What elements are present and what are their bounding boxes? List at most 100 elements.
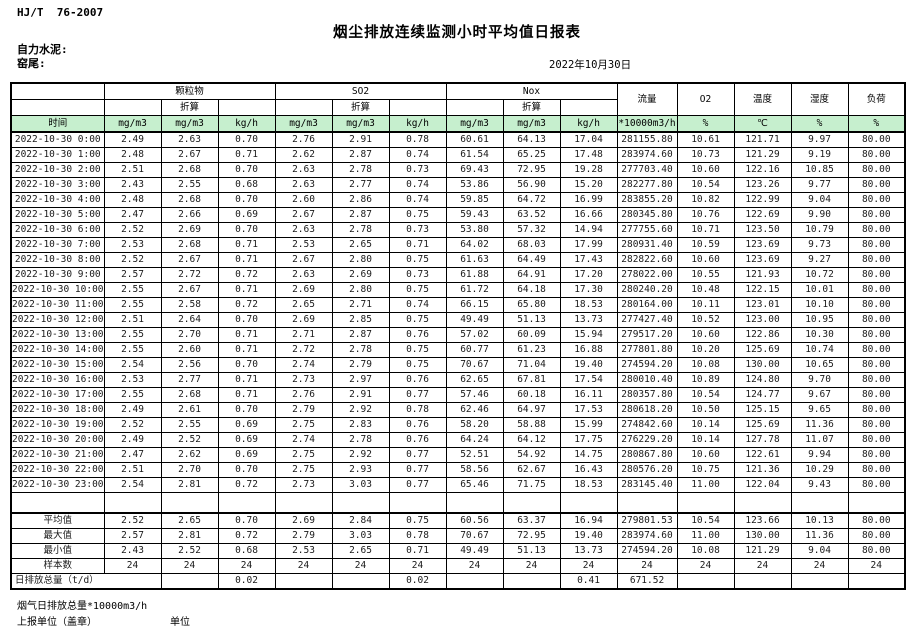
value-cell: 58.56 [445, 462, 504, 478]
value-cell: 16.88 [559, 342, 618, 358]
value-cell: 16.11 [559, 387, 618, 403]
value-cell: 24 [274, 558, 333, 574]
value-cell [790, 573, 849, 590]
value-cell [502, 573, 561, 590]
value-cell: 277801.80 [616, 342, 678, 358]
value-cell: 122.61 [733, 447, 792, 463]
value-cell: 0.78 [388, 131, 447, 148]
value-cell: 63.37 [502, 512, 561, 529]
value-cell: 123.66 [733, 512, 792, 529]
value-cell: 2.63 [160, 131, 219, 148]
time-cell: 2022-10-30 23:00 [10, 477, 105, 493]
unit-label: 单位 [170, 617, 190, 628]
unit-cell: % [790, 115, 849, 133]
time-cell: 2022-10-30 12:00 [10, 312, 105, 328]
hourly-rows: 2022-10-30 0:00 2.49 2.63 0.70 2.76 2.91 0.78 6… [10, 131, 906, 493]
value-cell: 0.71 [217, 252, 276, 268]
summary-label: 最大值 [10, 528, 105, 544]
value-cell: 10.50 [676, 402, 735, 418]
value-cell: 130.00 [733, 357, 792, 373]
table-row: 2022-10-30 18:00 2.49 2.61 0.70 2.79 2.92 0.78… [10, 402, 906, 418]
table-row: 2022-10-30 6:00 2.52 2.69 0.70 2.63 2.78 0.73 5… [10, 222, 906, 238]
value-cell: 2.75 [274, 447, 333, 463]
value-cell: 2.97 [331, 372, 390, 388]
value-cell: 121.29 [733, 147, 792, 163]
value-cell: 2.53 [103, 237, 162, 253]
value-cell: 16.43 [559, 462, 618, 478]
value-cell: 2.68 [160, 387, 219, 403]
value-cell: 2.54 [103, 477, 162, 493]
value-cell: 282822.60 [616, 252, 678, 268]
value-cell: 2.67 [160, 282, 219, 298]
value-cell: 9.97 [790, 131, 849, 148]
value-cell: 0.71 [217, 342, 276, 358]
value-cell: 279801.53 [616, 512, 678, 529]
value-cell: 24 [160, 558, 219, 574]
value-cell: 80.00 [847, 312, 906, 328]
value-cell: 2.52 [160, 543, 219, 559]
value-cell: 0.77 [388, 462, 447, 478]
time-cell: 2022-10-30 3:00 [10, 177, 105, 193]
header-blank [10, 99, 105, 116]
value-cell: 123.26 [733, 177, 792, 193]
value-cell: 283974.60 [616, 147, 678, 163]
value-cell: 0.70 [217, 162, 276, 178]
value-cell: 10.60 [676, 447, 735, 463]
value-cell: 64.91 [502, 267, 561, 283]
value-cell: 80.00 [847, 462, 906, 478]
summary-row: 平均值 2.52 2.65 0.70 2.69 2.84 0.75 60.56 63.37 16.… [10, 512, 906, 529]
table-row: 2022-10-30 8:00 2.52 2.67 0.71 2.67 2.80 0.75 6… [10, 252, 906, 268]
value-cell: 280164.00 [616, 297, 678, 313]
value-cell: 2.74 [274, 432, 333, 448]
value-cell: 9.70 [790, 372, 849, 388]
value-cell: 52.51 [445, 447, 504, 463]
value-cell: 0.71 [388, 543, 447, 559]
value-cell: 17.54 [559, 372, 618, 388]
header-group-nox: Nox [445, 82, 618, 100]
value-cell: 2.65 [331, 543, 390, 559]
value-cell: 10.75 [676, 462, 735, 478]
value-cell: 280618.20 [616, 402, 678, 418]
value-cell: 10.54 [676, 177, 735, 193]
summary-rows: 平均值 2.52 2.65 0.70 2.69 2.84 0.75 60.56 63.37 16.… [10, 492, 906, 590]
value-cell: 2.87 [331, 207, 390, 223]
value-cell: 17.30 [559, 282, 618, 298]
table-row: 2022-10-30 9:00 2.57 2.72 0.72 2.63 2.69 0.73 6… [10, 267, 906, 283]
value-cell: 2.47 [103, 207, 162, 223]
value-cell: 280931.40 [616, 237, 678, 253]
value-cell: 283145.40 [616, 477, 678, 493]
value-cell: 10.60 [676, 252, 735, 268]
value-cell: 2.78 [331, 432, 390, 448]
value-cell: 24 [676, 558, 735, 574]
value-cell: 24 [217, 558, 276, 574]
header-converted: 折算 [331, 99, 390, 116]
value-cell: 280357.80 [616, 387, 678, 403]
time-cell: 2022-10-30 8:00 [10, 252, 105, 268]
summary-row: 最小值 2.43 2.52 0.68 2.53 2.65 0.71 49.49 51.13 13.… [10, 543, 906, 559]
value-cell: 0.02 [217, 573, 276, 590]
value-cell: 9.67 [790, 387, 849, 403]
value-cell: 123.01 [733, 297, 792, 313]
value-cell: 24 [331, 558, 390, 574]
value-cell: 2.75 [274, 417, 333, 433]
value-cell: 2.72 [274, 342, 333, 358]
value-cell: 2.81 [160, 528, 219, 544]
summary-label: 平均值 [10, 512, 105, 529]
value-cell: 24 [445, 558, 504, 574]
value-cell: 280240.20 [616, 282, 678, 298]
value-cell: 274842.60 [616, 417, 678, 433]
value-cell: 57.02 [445, 327, 504, 343]
value-cell: 70.67 [445, 528, 504, 544]
value-cell: 10.65 [790, 357, 849, 373]
value-cell: 54.92 [502, 447, 561, 463]
value-cell: 2.76 [274, 387, 333, 403]
value-cell: 2.49 [103, 402, 162, 418]
header-row-converted: 折算 折算 折算 [10, 99, 905, 116]
value-cell: 2.70 [160, 462, 219, 478]
value-cell: 80.00 [847, 131, 906, 148]
value-cell: 64.24 [445, 432, 504, 448]
table-row: 2022-10-30 23:00 2.54 2.81 0.72 2.73 3.03 0.77… [10, 477, 906, 493]
value-cell: 276229.20 [616, 432, 678, 448]
value-cell: 0.72 [217, 528, 276, 544]
value-cell: 64.72 [502, 192, 561, 208]
